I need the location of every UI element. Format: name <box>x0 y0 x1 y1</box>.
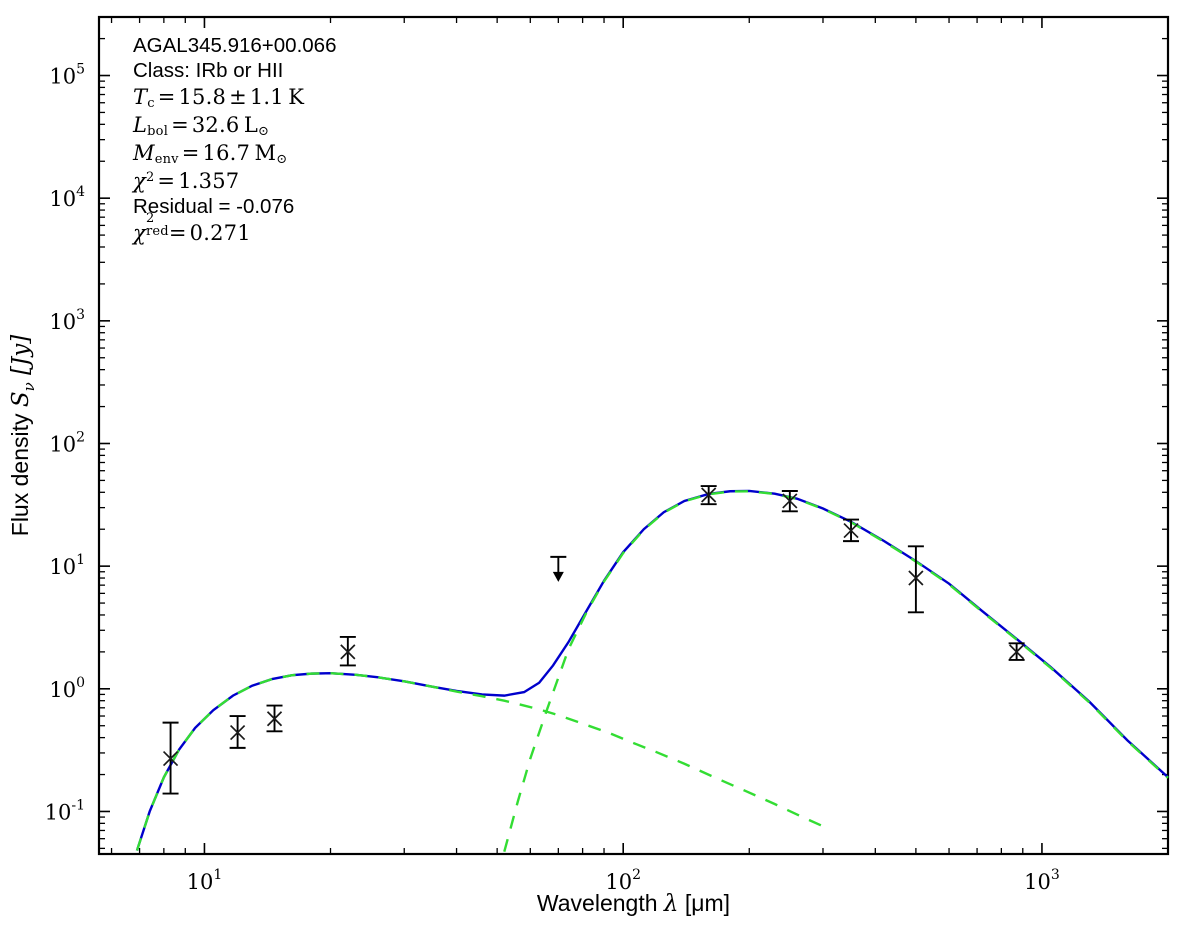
chi2red-symbol: χ <box>133 221 146 246</box>
x-tick-label: 101 <box>187 867 223 894</box>
lbol-unit-subscript: ⊙ <box>257 123 270 139</box>
data-point-marker <box>230 724 246 741</box>
menv-symbol: M <box>133 140 155 165</box>
data-point-marker <box>782 493 798 509</box>
lbol-symbol: L <box>133 112 148 137</box>
menv-unit-subscript: ⊙ <box>276 151 288 167</box>
data-point-marker <box>1009 644 1025 660</box>
y-tick-label: 101 <box>49 552 85 579</box>
plot-frame <box>97 15 1170 856</box>
chi-squared-label: χ2 = 1.357 <box>133 168 563 194</box>
data-point-marker <box>266 711 283 727</box>
tc-subscript: c <box>147 95 155 111</box>
menv-equals: = <box>181 140 200 165</box>
tc-plusminus: ± <box>229 84 247 109</box>
chi2red-value: 0.271 <box>189 221 251 246</box>
envelope-mass-label: Menv = 16.7 M⊙ <box>133 140 563 168</box>
menv-value: 16.7 <box>202 140 251 165</box>
source-class-label: Class: IRb or HII <box>133 59 284 83</box>
model-component-curve <box>135 672 830 851</box>
model-component-curve <box>503 490 1169 852</box>
chi2-value: 1.357 <box>178 168 240 193</box>
x-tick-label: 103 <box>1024 867 1060 894</box>
residual-label: Residual = -0.076 <box>133 194 295 218</box>
data-point-marker <box>843 522 859 539</box>
tc-symbol: T <box>133 84 148 109</box>
data-point-marker <box>162 750 179 767</box>
y-tick-label: 104 <box>49 184 85 211</box>
lbol-value: 32.6 <box>191 112 240 137</box>
reduced-chi-squared-label: χ 2 red = 0.271 <box>133 211 563 246</box>
tc-unit: K <box>288 84 305 109</box>
x-axis-title: Wavelength λ [μm] <box>537 890 730 917</box>
menv-unit: M <box>254 140 277 165</box>
chi2-exponent: 2 <box>145 169 155 185</box>
y-tick-label: 105 <box>49 62 85 89</box>
lbol-unit: L <box>243 112 258 137</box>
tc-equals: = <box>157 84 176 109</box>
chi2-equals: = <box>157 168 176 193</box>
model-total-curve <box>135 489 1169 851</box>
y-tick-label: 103 <box>49 307 85 334</box>
y-tick-label: 102 <box>49 429 85 456</box>
y-tick-label: 10-1 <box>45 797 85 824</box>
lbol-equals: = <box>171 112 189 137</box>
data-point-marker <box>701 487 717 503</box>
dust-temperature-label: Tc = 15.8 ±1.1 K <box>133 84 563 112</box>
y-tick-label: 100 <box>49 675 85 702</box>
tc-value: 15.8 <box>178 84 227 109</box>
lbol-subscript: bol <box>147 123 169 139</box>
source-name-label: AGAL345.916+00.066 <box>133 34 337 57</box>
bolometric-luminosity-label: Lbol = 32.6 L⊙ <box>133 112 563 140</box>
data-point-marker <box>340 644 356 660</box>
tc-error: 1.1 <box>249 84 284 109</box>
y-axis-title: Flux density Sν [Jy] <box>7 335 38 536</box>
chi2red-exponent: 2 <box>145 211 155 227</box>
chi2red-subscript: red <box>145 223 169 239</box>
chi2red-scripts: 2 red <box>145 211 169 240</box>
menv-subscript: env <box>154 151 179 167</box>
chi2red-equals: = <box>168 221 187 246</box>
chi2-symbol: χ <box>133 168 146 193</box>
upper-limit-arrow-icon <box>552 571 564 582</box>
data-point-marker <box>908 570 924 586</box>
annotation-block: AGAL345.916+00.066 Class: IRb or HII Tc =… <box>133 33 563 246</box>
